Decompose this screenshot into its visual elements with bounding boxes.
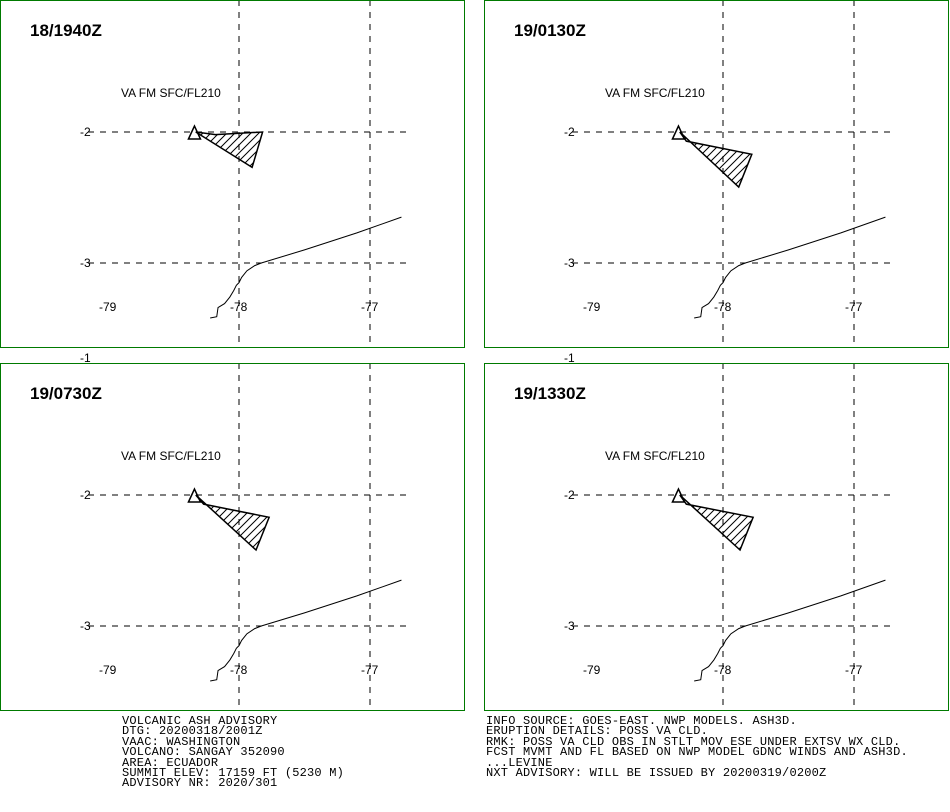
longitude-tick-label: -77 bbox=[845, 663, 863, 677]
longitude-tick-label: -77 bbox=[845, 300, 863, 314]
longitude-tick-label: -77 bbox=[361, 300, 379, 314]
advisory-remark-line: ERUPTION DETAILS: POSS VA CLD. bbox=[486, 724, 709, 739]
advisory-remark-line: INFO SOURCE: GOES-EAST. NWP MODELS. ASH3… bbox=[486, 714, 797, 728]
longitude-tick-label: -78 bbox=[714, 300, 732, 314]
forecast-panel-2: 19/0130Z VA FM SFC/FL210 -79 -78 -77 bbox=[484, 0, 949, 348]
longitude-tick-label: -78 bbox=[230, 300, 248, 314]
latitude-tick-label: -2 bbox=[80, 488, 91, 502]
coastline bbox=[210, 216, 402, 319]
coastline bbox=[694, 579, 886, 682]
forecast-panel-4: 19/1330Z VA FM SFC/FL210 -79 -78 -77 bbox=[484, 363, 949, 711]
advisory-header-line: DTG: 20200318/2001Z bbox=[122, 724, 263, 739]
advisory-header-line: VAAC: WASHINGTON bbox=[122, 734, 241, 749]
latitude-tick-label: -3 bbox=[80, 619, 91, 633]
longitude-tick-label: -79 bbox=[583, 663, 601, 677]
volcano-triangle-icon bbox=[187, 124, 202, 140]
advisory-remark-line: ...LEVINE bbox=[486, 755, 553, 770]
advisory-header-line: SUMMIT ELEV: 17159 FT (5230 M) bbox=[122, 765, 345, 780]
volcano-triangle-icon bbox=[671, 124, 686, 140]
latitude-tick-label: -2 bbox=[80, 125, 91, 139]
flight-level-label: VA FM SFC/FL210 bbox=[121, 86, 221, 100]
ash-plume-area bbox=[195, 131, 264, 169]
latitude-tick-label: -1 bbox=[80, 351, 91, 365]
ash-plume-area bbox=[679, 131, 753, 189]
volcano-triangle-icon bbox=[187, 487, 202, 503]
latitude-tick-label: -3 bbox=[564, 619, 575, 633]
longitude-tick-label: -79 bbox=[583, 300, 601, 314]
flight-level-label: VA FM SFC/FL210 bbox=[605, 449, 705, 463]
latitude-tick-label: -3 bbox=[80, 256, 91, 270]
advisory-remark-line: RMK: POSS VA CLD OBS IN STLT MOV ESE UND… bbox=[486, 734, 901, 749]
advisory-header-line: VOLCANO: SANGAY 352090 bbox=[122, 745, 285, 760]
coastline bbox=[694, 216, 886, 319]
longitude-tick-label: -79 bbox=[99, 300, 117, 314]
ash-plume-area bbox=[679, 494, 755, 552]
panel-frame bbox=[0, 0, 465, 348]
panel-frame bbox=[484, 363, 949, 711]
advisory-header-line: ADVISORY NR: 2020/301 bbox=[122, 776, 278, 791]
advisory-remark-line: FCST MVMT AND FL BASED ON NWP MODEL GDNC… bbox=[486, 745, 908, 760]
panel-frame bbox=[0, 363, 465, 711]
flight-level-label: VA FM SFC/FL210 bbox=[605, 86, 705, 100]
latitude-tick-label: -2 bbox=[564, 488, 575, 502]
longitude-tick-label: -77 bbox=[361, 663, 379, 677]
valid-time-label: 19/0130Z bbox=[514, 21, 586, 40]
advisory-header-line: AREA: ECUADOR bbox=[122, 755, 219, 770]
valid-time-label: 18/1940Z bbox=[30, 21, 102, 40]
longitude-tick-label: -78 bbox=[714, 663, 732, 677]
advisory-remarks-block: INFO SOURCE: GOES-EAST. NWP MODELS. ASH3… bbox=[486, 714, 908, 780]
valid-time-label: 19/1330Z bbox=[514, 384, 586, 403]
volcano-triangle-icon bbox=[671, 487, 686, 503]
forecast-panel-3: 19/0730Z VA FM SFC/FL210 -79 -78 -77 bbox=[0, 363, 465, 711]
longitude-tick-label: -78 bbox=[230, 663, 248, 677]
forecast-panel-1: 18/1940Z VA FM SFC/FL210 -79 -78 -77 bbox=[0, 0, 465, 348]
flight-level-label: VA FM SFC/FL210 bbox=[121, 449, 221, 463]
advisory-remark-line: NXT ADVISORY: WILL BE ISSUED BY 20200319… bbox=[486, 765, 827, 780]
ash-plume-area bbox=[195, 494, 271, 552]
latitude-tick-label: -3 bbox=[564, 256, 575, 270]
advisory-header-block: VOLCANIC ASH ADVISORY DTG: 20200318/2001Z… bbox=[122, 714, 345, 791]
panel-frame bbox=[484, 0, 949, 348]
coastline bbox=[210, 579, 402, 682]
latitude-tick-label: -1 bbox=[564, 351, 575, 365]
longitude-tick-label: -79 bbox=[99, 663, 117, 677]
valid-time-label: 19/0730Z bbox=[30, 384, 102, 403]
advisory-header-line: VOLCANIC ASH ADVISORY bbox=[122, 714, 278, 728]
latitude-tick-label: -2 bbox=[564, 125, 575, 139]
